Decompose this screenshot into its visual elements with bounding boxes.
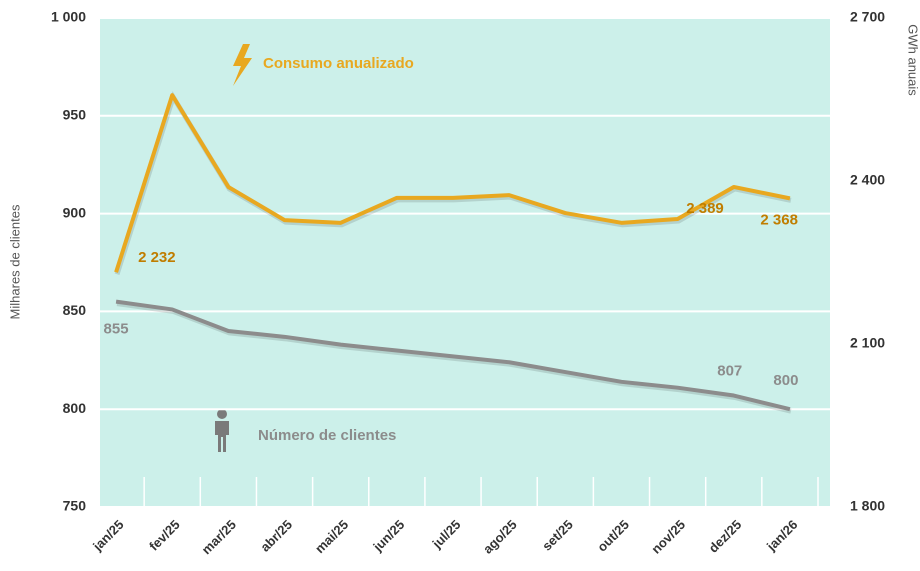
y2-tick-label: 2 700 bbox=[850, 9, 885, 25]
x-tick-label: jan/25 bbox=[89, 517, 126, 554]
x-tick-label: ago/25 bbox=[480, 517, 520, 557]
y-tick-label: 850 bbox=[63, 302, 87, 318]
x-tick-label: nov/25 bbox=[648, 517, 688, 557]
x-tick-label: jun/25 bbox=[370, 517, 408, 555]
data-label: 807 bbox=[717, 362, 742, 379]
x-tick-label: dez/25 bbox=[706, 517, 745, 556]
series-line bbox=[115, 299, 791, 412]
y2-tick-label: 1 800 bbox=[850, 498, 885, 514]
lightning-icon bbox=[233, 44, 252, 86]
x-tick-label: jan/26 bbox=[763, 517, 800, 554]
data-label: 2 368 bbox=[760, 211, 798, 228]
person-icon bbox=[215, 409, 229, 452]
data-label: 2 389 bbox=[686, 200, 724, 217]
y-tick-label: 900 bbox=[63, 204, 87, 220]
y-tick-label: 1 000 bbox=[51, 9, 86, 25]
x-tick-label: jul/25 bbox=[429, 517, 464, 552]
x-tick-label: mai/25 bbox=[312, 517, 351, 556]
y2-tick-label: 2 400 bbox=[850, 172, 885, 188]
series-annotation: Consumo anualizado bbox=[263, 55, 414, 72]
y-axis-label: Milhares de clientes bbox=[7, 204, 22, 319]
series-annotation: Número de clientes bbox=[258, 427, 396, 444]
y-tick-label: 950 bbox=[63, 107, 87, 123]
y-tick-label: 800 bbox=[63, 400, 87, 416]
data-label: 800 bbox=[773, 372, 798, 389]
data-label: 855 bbox=[104, 321, 129, 338]
y-tick-label: 750 bbox=[63, 498, 87, 514]
series-line bbox=[114, 93, 791, 273]
x-tick-label: abr/25 bbox=[257, 517, 295, 555]
x-tick-label: fev/25 bbox=[146, 517, 183, 554]
y2-axis-label: GWh anuais bbox=[906, 24, 920, 96]
x-tick-label: mar/25 bbox=[199, 517, 239, 557]
x-tick-label: out/25 bbox=[594, 517, 632, 555]
plot-area bbox=[100, 18, 830, 507]
data-label: 2 232 bbox=[138, 249, 176, 266]
y2-tick-label: 2 100 bbox=[850, 335, 885, 351]
x-tick-label: set/25 bbox=[539, 517, 576, 554]
